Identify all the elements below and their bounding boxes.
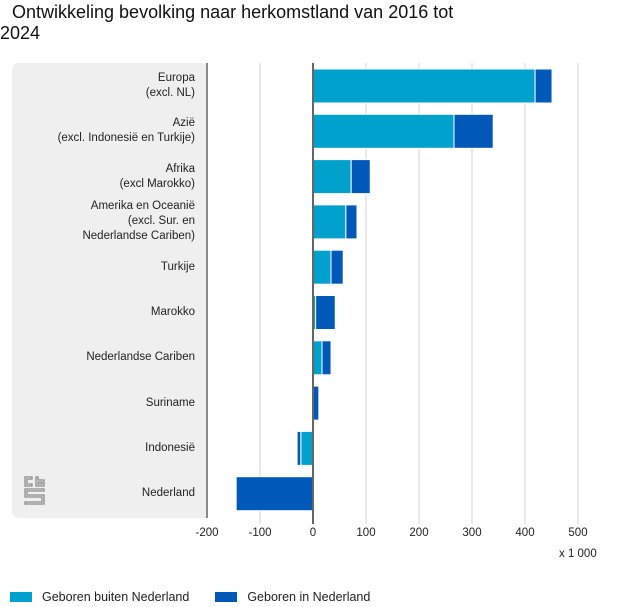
- x-tick-label: 100: [356, 527, 375, 539]
- category-label-line: Nederlandse Cariben: [86, 351, 195, 364]
- bar-geboren-in: [453, 113, 494, 149]
- bar-geboren-in: [330, 249, 344, 285]
- x-tick-labels: -200 -100 0 100 200 300 400 500: [195, 527, 587, 539]
- cbs-logo-icon: [24, 476, 45, 505]
- category-label-line: (excl. NL): [145, 87, 195, 99]
- category-label: Indonesië: [145, 441, 195, 456]
- bar-geboren-buiten: [312, 68, 536, 104]
- bar-geboren-buiten: [312, 340, 323, 376]
- legend-label-buiten: Geboren buiten Nederland: [42, 590, 190, 604]
- bar-geboren-in: [321, 340, 332, 376]
- legend-swatch-in: [215, 592, 238, 602]
- category-label-line: Nederlandse Cariben): [82, 230, 195, 243]
- bar-geboren-buiten: [312, 249, 332, 285]
- legend-swatch-buiten: [10, 592, 32, 602]
- x-tick-label: 400: [515, 527, 534, 539]
- category-label-line: Europa: [157, 72, 195, 84]
- x-tick-label: -200: [195, 527, 218, 539]
- x-tick-label: 200: [409, 527, 428, 539]
- category-label-panel: [12, 63, 207, 518]
- legend-item-buiten[interactable]: Geboren buiten Nederland: [10, 590, 189, 604]
- category-label-line: Suriname: [145, 396, 195, 409]
- bar-geboren-in: [350, 159, 371, 195]
- category-label-line: Amerika en Oceanië: [90, 200, 195, 213]
- category-label-line: Nederland: [141, 487, 195, 500]
- bar-geboren-buiten: [300, 430, 314, 466]
- x-tick-label: -100: [248, 527, 271, 539]
- category-label: Azië (excl. Indonesië en Turkije): [58, 116, 195, 146]
- x-tick-label: 0: [310, 527, 316, 539]
- bar-geboren-in: [345, 204, 358, 240]
- x-tick-label: 300: [462, 527, 481, 539]
- bar-geboren-buiten: [312, 113, 455, 149]
- legend-item-in[interactable]: Geboren in Nederland: [215, 590, 370, 604]
- category-label: Europa (excl. NL): [146, 71, 195, 101]
- category-label: Nederland: [142, 486, 195, 501]
- category-label-line: Marokko: [150, 306, 195, 318]
- category-label-line: Turkije: [160, 260, 195, 273]
- category-label: Amerika en Oceanië (excl. Sur. en Nederlan…: [82, 199, 195, 244]
- bar-geboren-in: [296, 430, 302, 466]
- legend-label-in: Geboren in Nederland: [247, 590, 371, 604]
- category-label: Suriname: [146, 396, 195, 411]
- category-label-line: (excl. Sur. en: [127, 215, 195, 228]
- bars: [235, 68, 553, 512]
- chart-title: Ontwikkeling bevolking naar herkomstland…: [0, 2, 454, 43]
- bar-geboren-in: [235, 476, 314, 512]
- unit-label: x 1 000: [559, 548, 597, 560]
- bar-geboren-buiten: [312, 204, 347, 240]
- bar-geboren-buiten: [312, 159, 352, 195]
- category-label: Marokko: [151, 305, 195, 320]
- legend: Geboren buiten Nederland Geboren in Nede…: [10, 590, 396, 604]
- bar-geboren-in: [315, 295, 336, 330]
- category-label-line: Indonesië: [145, 441, 195, 454]
- category-label: Afrika (excl Marokko): [120, 162, 195, 192]
- category-label: Nederlandse Cariben: [86, 350, 195, 365]
- category-label: Turkije: [161, 260, 195, 275]
- axes: [206, 63, 314, 524]
- category-label-line: (excl Marokko): [119, 177, 195, 190]
- x-tick-label: 500: [568, 527, 587, 539]
- bar-geboren-in: [534, 68, 553, 104]
- category-label-line: Afrika: [165, 162, 195, 175]
- category-label-line: Azië: [172, 117, 195, 130]
- category-label-line: (excl. Indonesië en Turkije): [57, 132, 195, 145]
